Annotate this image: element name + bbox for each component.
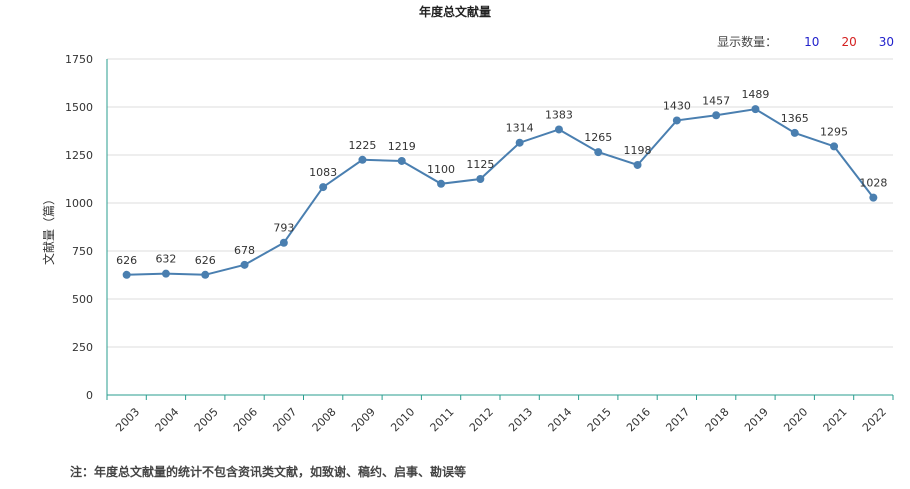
x-tick-label: 2004 — [153, 405, 182, 434]
data-points — [122, 105, 878, 279]
count-option-30[interactable]: 30 — [878, 34, 894, 49]
data-label: 632 — [155, 253, 176, 266]
x-tick-label: 2019 — [742, 405, 771, 434]
data-labels: 626 632 626 678 793 1083 1225 1219 1100 1125 1314 1… — [116, 88, 887, 267]
data-point[interactable] — [279, 238, 288, 247]
x-tick-label: 2008 — [310, 405, 339, 434]
data-label: 793 — [273, 222, 294, 235]
data-point[interactable] — [869, 193, 878, 202]
data-point[interactable] — [397, 156, 406, 165]
x-tick-label: 2013 — [506, 405, 535, 434]
data-point[interactable] — [476, 175, 485, 183]
gridlines — [107, 58, 893, 348]
data-label: 1489 — [741, 88, 769, 101]
data-point[interactable] — [790, 128, 799, 137]
footnote: 注：年度总文献量的统计不包含资讯类文献，如致谢、稿约、启事、勘误等 — [70, 465, 467, 479]
x-tick-label: 2003 — [113, 405, 142, 434]
data-label: 1198 — [624, 144, 652, 157]
data-point[interactable] — [633, 160, 642, 169]
y-tick-label: 500 — [72, 293, 93, 306]
data-point[interactable] — [240, 260, 249, 269]
data-label: 1125 — [466, 158, 494, 171]
x-tick-label: 2011 — [428, 405, 457, 434]
data-point[interactable] — [122, 270, 131, 279]
data-point[interactable] — [515, 138, 524, 147]
y-tick-label: 0 — [86, 389, 93, 402]
data-label: 1295 — [820, 125, 848, 138]
y-tick-label: 750 — [72, 245, 93, 258]
y-tick-labels: 0 250 500 750 1000 1250 1500 1750 — [65, 53, 93, 402]
data-point[interactable] — [672, 116, 681, 125]
data-label: 626 — [195, 254, 216, 267]
chart-title: 年度总文献量 — [418, 5, 491, 19]
x-tick-label: 2005 — [192, 405, 221, 434]
x-tick-label: 2017 — [663, 405, 692, 434]
x-tick-labels: 2003 2004 2005 2006 2007 2008 2009 2010 2011 2012… — [113, 405, 889, 434]
data-label: 1365 — [781, 112, 809, 125]
count-option-10[interactable]: 10 — [804, 34, 820, 49]
data-label: 1314 — [506, 122, 534, 135]
data-label: 678 — [234, 244, 255, 257]
x-tick-label: 2016 — [624, 405, 653, 434]
x-tick-label: 2018 — [703, 405, 732, 434]
x-tick-label: 2012 — [467, 405, 496, 434]
data-point[interactable] — [161, 269, 170, 278]
axes — [106, 59, 894, 400]
data-point[interactable] — [830, 142, 839, 151]
x-tick-label: 2020 — [781, 405, 810, 434]
x-tick-label: 2014 — [546, 405, 575, 434]
data-point[interactable] — [712, 111, 721, 120]
data-point[interactable] — [201, 270, 210, 279]
x-tick-label: 2021 — [821, 405, 850, 434]
y-tick-label: 1250 — [65, 149, 93, 162]
x-tick-label: 2007 — [270, 405, 299, 434]
data-label: 1430 — [663, 99, 691, 112]
series-line — [126, 108, 875, 276]
display-count-label: 显示数量： — [717, 35, 778, 49]
y-tick-label: 1750 — [65, 53, 93, 66]
x-tick-label: 2022 — [860, 405, 889, 434]
data-point[interactable] — [358, 155, 367, 164]
data-label: 1219 — [388, 140, 416, 153]
data-label: 626 — [116, 254, 137, 267]
data-label: 1225 — [348, 139, 376, 152]
count-option-20[interactable]: 20 — [841, 34, 857, 49]
data-label: 1028 — [859, 177, 887, 190]
display-count-selector: 显示数量： 10 20 30 — [717, 33, 894, 50]
y-tick-label: 1000 — [65, 197, 93, 210]
data-label: 1457 — [702, 94, 730, 107]
data-point[interactable] — [594, 148, 603, 157]
y-tick-label: 1500 — [65, 101, 93, 114]
y-axis-label: 文献量（篇） — [41, 193, 56, 265]
data-point[interactable] — [554, 125, 563, 134]
data-label: 1383 — [545, 108, 573, 121]
data-point[interactable] — [319, 183, 328, 192]
x-tick-label: 2010 — [388, 405, 417, 434]
data-label: 1083 — [309, 166, 337, 179]
data-point[interactable] — [751, 105, 760, 114]
data-point[interactable] — [437, 179, 446, 188]
x-tick-label: 2015 — [585, 405, 614, 434]
y-tick-label: 250 — [72, 341, 93, 354]
data-label: 1265 — [584, 131, 612, 144]
x-tick-label: 2006 — [231, 405, 260, 434]
data-label: 1100 — [427, 163, 455, 176]
x-tick-label: 2009 — [349, 405, 378, 434]
